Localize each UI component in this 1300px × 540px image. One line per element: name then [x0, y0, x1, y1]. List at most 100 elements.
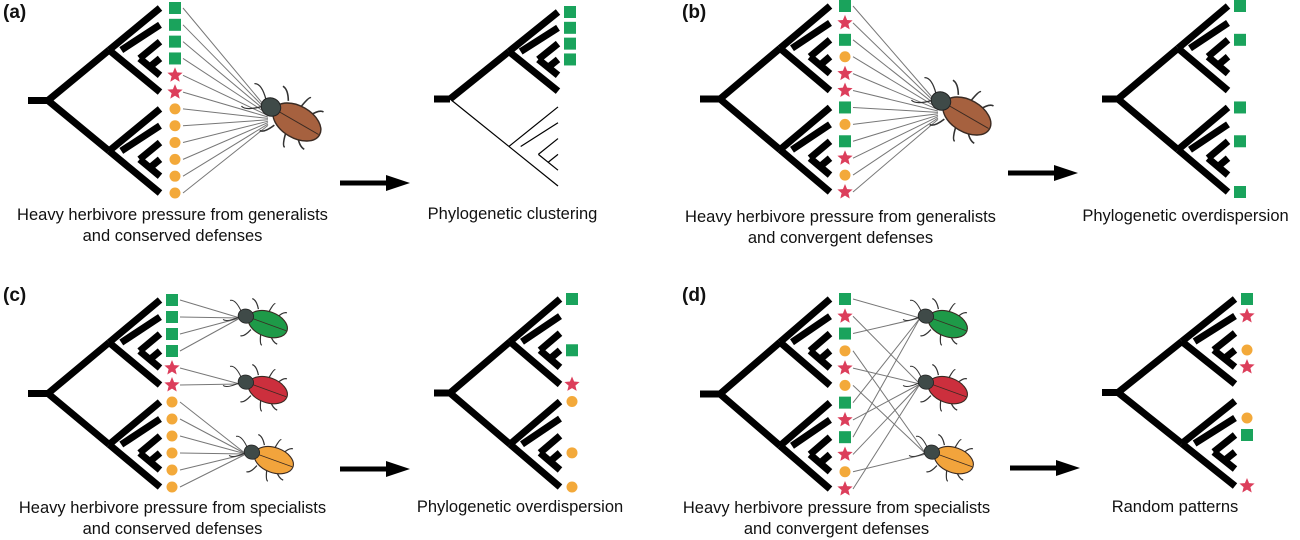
- herbivory-link: [852, 383, 921, 455]
- beetle-antenna: [908, 452, 926, 458]
- beetle-antenna: [915, 435, 928, 448]
- tree-branch: [717, 45, 783, 102]
- panel-label-d: (d): [682, 285, 707, 306]
- beetle-leg: [939, 400, 943, 412]
- result-tree: [434, 9, 561, 187]
- circle-marker: [839, 345, 851, 357]
- tree-branch: [807, 37, 833, 60]
- beetle-antenna: [909, 299, 922, 312]
- tree-branch: [518, 24, 560, 55]
- star-marker: [164, 377, 180, 392]
- tree-branch: [507, 398, 563, 447]
- square-marker: [839, 0, 851, 12]
- caption-c: Heavy herbivore pressure from specialist…: [0, 498, 345, 540]
- tree-branch: [147, 55, 163, 70]
- caption-b-line1: Heavy herbivore pressure from generalist…: [685, 208, 996, 226]
- beetle-antenna: [902, 382, 920, 388]
- herbivory-link: [852, 39, 939, 108]
- beetle-antenna: [910, 99, 933, 104]
- herbivory-link: [179, 299, 241, 319]
- tree-branch: [520, 122, 559, 147]
- tree-branch: [137, 156, 163, 179]
- specialist-beetle-red: [902, 363, 968, 412]
- beetle-seam: [250, 383, 287, 398]
- tree-branch: [537, 330, 563, 353]
- beetle-leg: [929, 118, 945, 126]
- square-marker: [1234, 135, 1246, 148]
- tree-branch: [1215, 155, 1231, 170]
- circle-marker: [839, 51, 851, 63]
- tree-branch: [1211, 330, 1238, 353]
- star-marker: [837, 150, 853, 165]
- tree-branch: [545, 56, 561, 71]
- beetle-leg: [282, 133, 287, 148]
- panel-label-b: (b): [682, 2, 707, 23]
- beetle-antenna: [229, 299, 242, 312]
- caption-a: Heavy herbivore pressure from generalist…: [0, 205, 345, 247]
- caption-a-line1: Heavy herbivore pressure from generalist…: [17, 206, 328, 224]
- square-marker: [564, 37, 576, 50]
- herbivory-link: [852, 90, 939, 112]
- herbivory-link: [182, 24, 269, 112]
- herbivory-link: [182, 108, 269, 119]
- phylogeny-tree: [700, 296, 833, 492]
- star-marker: [837, 65, 853, 81]
- herbivory-link: [852, 317, 921, 438]
- circle-marker: [1241, 344, 1253, 356]
- tree-branch: [1205, 138, 1231, 161]
- tree-branch: [106, 399, 163, 448]
- square-marker: [166, 294, 178, 306]
- circle-marker: [566, 447, 578, 459]
- beetle-antenna: [222, 382, 240, 388]
- result-tree: [1102, 3, 1231, 195]
- tree-branch: [1175, 104, 1231, 153]
- herbivory-link: [852, 22, 939, 106]
- tree-branch: [45, 390, 112, 448]
- result-arrow: [1010, 460, 1080, 476]
- herbivory-link: [852, 114, 939, 142]
- tree-branch: [817, 348, 833, 363]
- tree-branch: [807, 138, 833, 161]
- circle-marker: [839, 466, 851, 478]
- square-marker: [1241, 429, 1253, 441]
- herbivory-link: [182, 41, 269, 114]
- caption-b: Heavy herbivore pressure from generalist…: [668, 207, 1013, 249]
- tree-branch: [45, 47, 112, 104]
- arrow-head: [1056, 460, 1080, 476]
- phylogeny-tree: [28, 297, 163, 490]
- herbivory-link: [852, 383, 921, 421]
- tree-branch: [817, 155, 833, 170]
- tree-branch: [147, 348, 163, 363]
- circle-marker: [169, 137, 181, 149]
- square-marker: [1234, 186, 1246, 198]
- tree-branch: [1115, 338, 1185, 396]
- tree-branch: [1115, 45, 1181, 102]
- beetle-leg: [300, 96, 312, 107]
- circle-marker: [166, 413, 178, 425]
- star-marker: [164, 360, 180, 375]
- arrow-head: [1054, 165, 1078, 181]
- generalist-beetle: [240, 82, 324, 151]
- square-marker: [1241, 293, 1253, 305]
- result-arrow: [340, 175, 410, 191]
- tree-branch: [137, 433, 163, 456]
- tree-branch: [537, 433, 563, 456]
- caption-d: Heavy herbivore pressure from specialist…: [664, 498, 1009, 540]
- herbivory-link: [179, 453, 247, 488]
- herbivory-link: [179, 435, 247, 455]
- beetle-seam: [275, 109, 319, 135]
- circle-marker: [169, 153, 181, 165]
- caption-d-line2: and convergent defenses: [743, 520, 930, 538]
- herbivory-link: [852, 73, 939, 111]
- square-marker: [166, 311, 178, 323]
- result-arrow: [340, 461, 410, 477]
- beetle-leg: [274, 438, 282, 448]
- tree-branch: [137, 331, 163, 354]
- square-marker: [566, 293, 578, 305]
- circle-marker: [169, 103, 181, 115]
- arrow-head: [386, 461, 410, 477]
- tree-branch: [536, 40, 561, 63]
- beetle-leg: [938, 433, 946, 446]
- beetle-leg: [259, 400, 263, 412]
- tree-branch: [777, 147, 833, 195]
